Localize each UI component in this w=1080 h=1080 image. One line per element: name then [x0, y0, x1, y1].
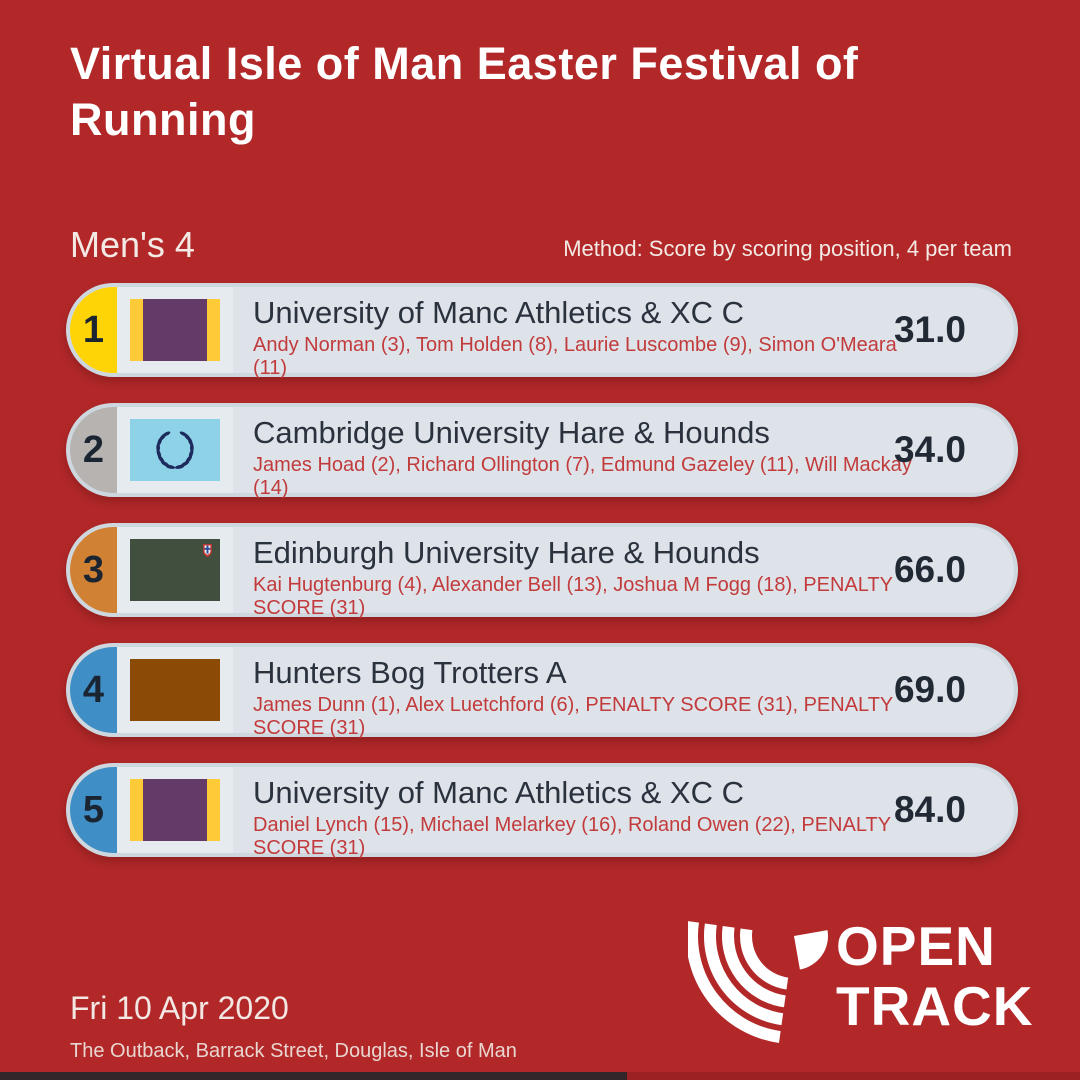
- position-badge: 2: [70, 407, 117, 493]
- flag-purple-field: [143, 779, 207, 841]
- laurel-wreath-icon: [155, 430, 194, 470]
- team-score: 69.0: [893, 669, 966, 710]
- team-score: 31.0: [893, 309, 966, 350]
- flag-gold-bar: [130, 779, 143, 841]
- opentrack-wordmark: OPEN TRACK: [836, 916, 1033, 1036]
- team-runners: Daniel Lynch (15), Michael Melarkey (16)…: [253, 814, 891, 859]
- team-flag-laurel: [130, 419, 220, 481]
- team-score: 84.0: [893, 789, 966, 830]
- flag-gold-bar: [207, 779, 220, 841]
- team-flag-purple-gold: [130, 779, 220, 841]
- scoring-method: Method: Score by scoring position, 4 per…: [563, 236, 1012, 261]
- footer-strip-red: [627, 1072, 1080, 1080]
- position-badge: 5: [70, 767, 117, 853]
- result-row-2: 2 Cambridge University Hare & Hounds Jam…: [66, 403, 1018, 499]
- opentrack-logo: OPEN TRACK: [688, 908, 1048, 1058]
- footer-strip-dark: [0, 1072, 627, 1080]
- event-date: Fri 10 Apr 2020: [70, 990, 289, 1026]
- result-row-5: 5 University of Manc Athletics & XC C Da…: [66, 763, 1018, 859]
- team-name: Edinburgh University Hare & Hounds: [253, 535, 760, 570]
- team-runners: Kai Hugtenburg (4), Alexander Bell (13),…: [253, 574, 893, 619]
- track-arcs-icon: [688, 920, 828, 1043]
- logo-text-open: OPEN: [836, 915, 996, 977]
- team-flag-green: [130, 539, 220, 601]
- position-number: 3: [82, 549, 105, 591]
- result-row-1: 1 University of Manc Athletics & XC C An…: [66, 283, 1018, 379]
- result-row-3: 3 Edinburgh University Hare & Hounds Kai…: [66, 523, 1018, 619]
- position-number: 5: [82, 789, 105, 831]
- position-number: 2: [82, 429, 105, 471]
- team-score: 66.0: [893, 549, 966, 590]
- category-name: Men's 4: [70, 224, 195, 265]
- logo-text-track: TRACK: [836, 975, 1034, 1037]
- event-title: Virtual Isle of Man Easter Festival of R…: [70, 38, 859, 145]
- result-row-4: 4 Hunters Bog Trotters A James Dunn (1),…: [66, 643, 1018, 739]
- team-runners: James Dunn (1), Alex Luetchford (6), PEN…: [253, 694, 893, 739]
- position-badge: 4: [70, 647, 117, 733]
- team-flag-purple-gold: [130, 299, 220, 361]
- crest-icon: [203, 544, 212, 557]
- position-badge: 3: [70, 527, 117, 613]
- flag-gold-bar: [130, 299, 143, 361]
- team-flag-brown: [130, 659, 220, 721]
- team-name: Hunters Bog Trotters A: [253, 655, 567, 690]
- team-runners: James Hoad (2), Richard Ollington (7), E…: [253, 454, 912, 499]
- event-venue: The Outback, Barrack Street, Douglas, Is…: [70, 1040, 517, 1062]
- team-name: University of Manc Athletics & XC C: [253, 295, 744, 330]
- position-number: 1: [82, 309, 105, 351]
- position-badge: 1: [70, 287, 117, 373]
- flag-gold-bar: [207, 299, 220, 361]
- team-name: Cambridge University Hare & Hounds: [253, 415, 770, 450]
- position-number: 4: [82, 669, 105, 711]
- flag-purple-field: [143, 299, 207, 361]
- team-score: 34.0: [893, 429, 966, 470]
- team-runners: Andy Norman (3), Tom Holden (8), Laurie …: [253, 334, 897, 379]
- team-name: University of Manc Athletics & XC C: [253, 775, 744, 810]
